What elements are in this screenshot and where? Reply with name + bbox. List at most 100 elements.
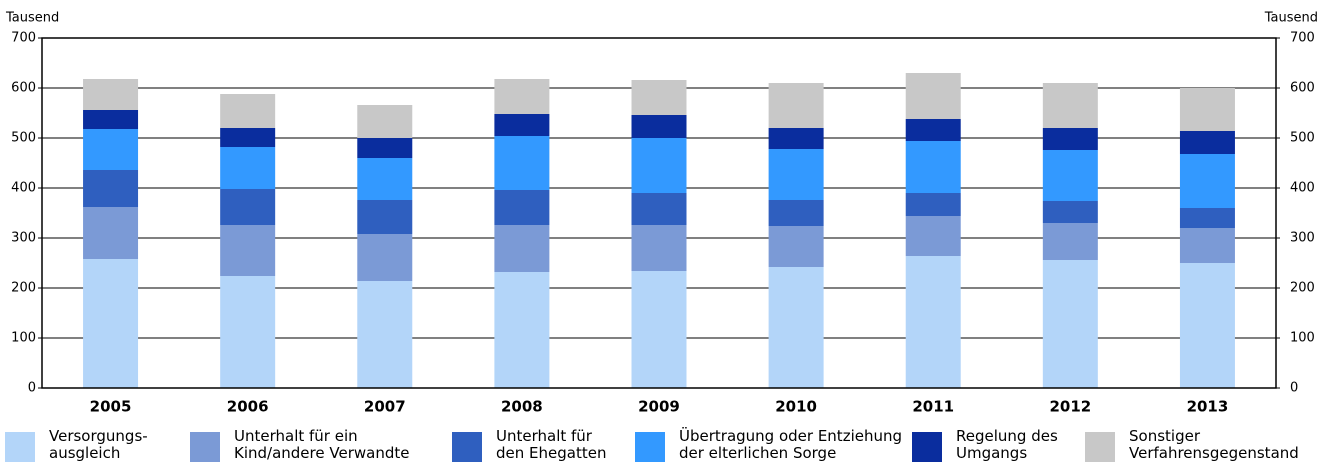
bar-segment <box>1179 154 1235 208</box>
bar-segment <box>768 149 824 200</box>
y2-tick-label: 500 <box>1290 131 1315 146</box>
bar-segment <box>905 73 961 119</box>
legend-swatch <box>1085 432 1115 462</box>
bar-segment <box>494 190 550 225</box>
y2-tick-label: 300 <box>1290 231 1315 246</box>
plot-frame <box>41 37 1277 389</box>
bar-segment <box>220 94 276 128</box>
bar-segment <box>1179 208 1235 228</box>
bar-segment <box>357 234 413 281</box>
y-tick-label: 300 <box>11 231 36 246</box>
x-tick-label: 2007 <box>364 398 406 416</box>
legend: Versorgungs- ausgleich Unterhalt für ein … <box>0 428 1331 470</box>
y-tick-label: 700 <box>11 31 36 46</box>
bar-segment <box>905 193 961 216</box>
bar-segment <box>220 147 276 189</box>
bar-segment <box>494 114 550 136</box>
legend-item: Sonstiger Verfahrensgegenstand <box>1085 428 1299 462</box>
bar-segment <box>83 259 139 388</box>
legend-swatch <box>5 432 35 462</box>
legend-label: Versorgungs- ausgleich <box>49 427 148 462</box>
bar-segment <box>768 128 824 149</box>
chart: Tausend Tausend 0 100 200 300 400 500 600 700 0 1… <box>5 11 1318 416</box>
legend-swatch <box>635 432 665 462</box>
bar-segment <box>220 276 276 388</box>
y-tick-label: 200 <box>11 281 36 296</box>
y2-axis-label: Tausend <box>1264 11 1318 26</box>
x-tick-label: 2010 <box>775 398 817 416</box>
y-tick-label: 400 <box>11 181 36 196</box>
bar-segment <box>905 141 961 193</box>
bar-segment <box>631 80 687 115</box>
bar-segment <box>1042 150 1098 201</box>
bar-segment <box>768 226 824 267</box>
bar-segment <box>83 129 139 170</box>
legend-label: Unterhalt für ein Kind/andere Verwandte <box>234 427 410 462</box>
bar-segment <box>357 138 413 158</box>
bar-segment <box>83 170 139 207</box>
bar-segment <box>631 225 687 271</box>
x-tick-label: 2013 <box>1187 398 1229 416</box>
y2-tick-label: 700 <box>1290 31 1315 46</box>
y-tick-label: 0 <box>28 381 36 396</box>
legend-swatch <box>452 432 482 462</box>
legend-item: Versorgungs- ausgleich <box>5 428 148 462</box>
bar-segment <box>83 79 139 110</box>
bar-segment <box>1179 88 1235 131</box>
bar-segment <box>631 193 687 225</box>
bar-segment <box>631 115 687 138</box>
bar-segment <box>631 138 687 193</box>
bar-segment <box>1042 223 1098 260</box>
bar-segment <box>905 256 961 388</box>
legend-swatch <box>912 432 942 462</box>
bar-segment <box>220 128 276 147</box>
bar-segment <box>357 281 413 388</box>
bar-segment <box>1042 128 1098 150</box>
bar-segment <box>494 225 550 272</box>
bar-segment <box>1179 263 1235 388</box>
x-tick-label: 2008 <box>501 398 543 416</box>
bar-segment <box>1042 201 1098 223</box>
bar-segment <box>768 83 824 128</box>
legend-item: Unterhalt für ein Kind/andere Verwandte <box>190 428 409 462</box>
bar-segment <box>357 158 413 200</box>
y-axis-label: Tausend <box>5 11 59 26</box>
x-tick-label: 2006 <box>227 398 269 416</box>
bar-segment <box>1042 83 1098 128</box>
bar-segment <box>494 79 550 114</box>
bar-segment <box>905 216 961 256</box>
y-tick-label: 500 <box>11 131 36 146</box>
bar-segment <box>1042 260 1098 388</box>
legend-label: Unterhalt für den Ehegatten <box>496 427 607 462</box>
bar-segment <box>494 272 550 388</box>
legend-item: Unterhalt für den Ehegatten <box>452 428 606 462</box>
legend-label: Regelung des Umgangs <box>956 427 1058 462</box>
legend-item: Übertragung oder Entziehung der elterlic… <box>635 428 902 462</box>
y2-tick-label: 0 <box>1290 381 1298 396</box>
y2-tick-label: 200 <box>1290 281 1315 296</box>
y2-tick-label: 600 <box>1290 81 1315 96</box>
legend-label: Sonstiger Verfahrensgegenstand <box>1129 427 1299 462</box>
x-tick-label: 2005 <box>90 398 132 416</box>
y-tick-label: 600 <box>11 81 36 96</box>
bar-segment <box>1179 228 1235 263</box>
bar-segment <box>905 119 961 141</box>
legend-label: Übertragung oder Entziehung der elterlic… <box>679 427 903 462</box>
legend-swatch <box>190 432 220 462</box>
y2-tick-label: 400 <box>1290 181 1315 196</box>
bar-segment <box>768 267 824 388</box>
bar-segment <box>1179 131 1235 154</box>
bar-segment <box>83 110 139 129</box>
x-tick-label: 2012 <box>1049 398 1091 416</box>
bar-segment <box>220 225 276 276</box>
y2-tick-label: 100 <box>1290 331 1315 346</box>
bar-segment <box>83 207 139 259</box>
bar-segment <box>631 271 687 388</box>
x-tick-label: 2011 <box>912 398 954 416</box>
y-tick-label: 100 <box>11 331 36 346</box>
bar-segment <box>357 200 413 234</box>
bar-segment <box>357 105 413 138</box>
legend-item: Regelung des Umgangs <box>912 428 1058 462</box>
x-tick-label: 2009 <box>638 398 680 416</box>
